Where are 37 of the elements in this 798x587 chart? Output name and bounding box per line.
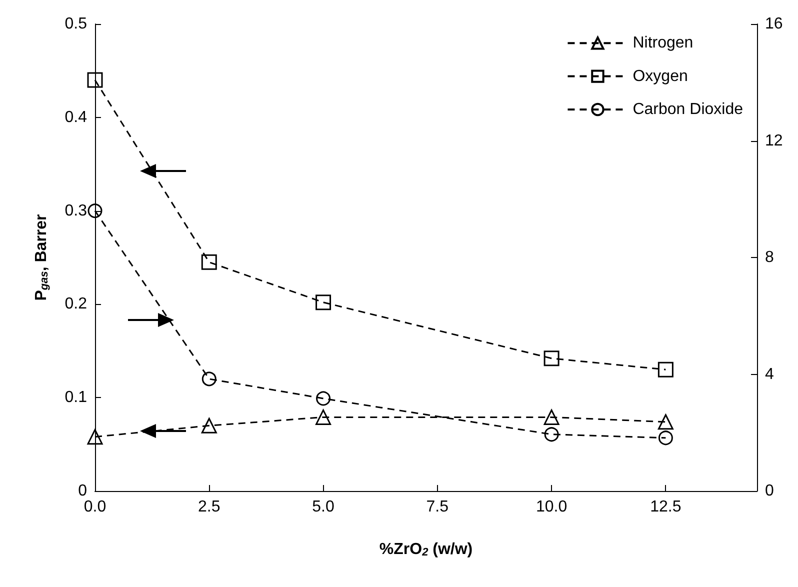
- x-tick-label: 0.0: [84, 498, 106, 516]
- x-tick-label: 2.5: [198, 498, 220, 516]
- x-tick-label: 10.0: [536, 498, 568, 516]
- y2-tick-label: 16: [765, 16, 783, 32]
- y2-tick-label: 12: [765, 132, 783, 150]
- point: [88, 204, 102, 218]
- y-tick-label: 0.2: [64, 296, 88, 313]
- y2-tick-label: 4: [765, 366, 774, 383]
- point: [316, 409, 332, 425]
- point: [544, 350, 560, 366]
- point: [201, 418, 217, 434]
- y-tick-label: 0.4: [64, 108, 88, 126]
- point: [201, 254, 217, 270]
- point: [544, 427, 559, 442]
- legend-label: Carbon Dioxide: [632, 101, 744, 118]
- legend-label: Oxygen: [632, 68, 688, 85]
- y-tick-label: 0: [78, 482, 88, 500]
- point: [87, 429, 103, 445]
- y-tick-label: 0.1: [64, 389, 88, 406]
- point: [87, 72, 103, 88]
- y-tick-label: 0.3: [64, 202, 88, 220]
- y2-tick-label: 8: [765, 249, 774, 266]
- x-tick-label: 7.5: [426, 498, 449, 516]
- y2-tick-label: 0: [765, 482, 774, 500]
- point: [202, 372, 216, 386]
- y-tick-label: 0.5: [64, 16, 88, 32]
- point: [544, 409, 560, 425]
- point: [658, 414, 674, 430]
- y-axis-title: Pgas, Barrer: [33, 214, 50, 301]
- legend-label: Nitrogen: [632, 34, 694, 52]
- point: [658, 362, 674, 378]
- x-tick-label: 5.0: [312, 498, 334, 516]
- x-axis-title: %ZrO2 (w/w): [379, 541, 473, 558]
- point: [316, 391, 331, 406]
- x-tick-label: 12.5: [650, 498, 682, 516]
- point: [658, 430, 673, 446]
- point: [316, 294, 332, 310]
